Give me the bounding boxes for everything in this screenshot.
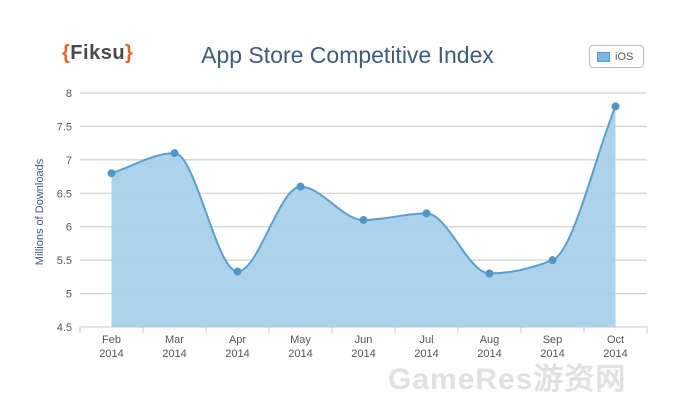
x-tick-label-year: 2014 — [162, 348, 186, 360]
y-tick-label: 4.5 — [57, 322, 72, 334]
y-axis-label: Millions of Downloads — [34, 158, 46, 265]
x-tick-label-year: 2014 — [603, 348, 627, 360]
x-tick-label-year: 2014 — [477, 348, 501, 360]
x-tick-label-month: Oct — [607, 334, 624, 346]
legend-swatch-ios — [597, 51, 610, 62]
x-tick-label-month: Apr — [229, 334, 246, 346]
logo-right-brace: } — [125, 42, 134, 64]
data-point-oct — [611, 102, 620, 111]
x-tick-label-month: Sep — [543, 334, 563, 346]
data-point-may — [296, 182, 305, 191]
data-point-mar — [170, 149, 179, 158]
y-tick-label: 7 — [66, 155, 72, 167]
x-tick-label-month: Jun — [355, 334, 373, 346]
legend-label-ios: iOS — [615, 50, 634, 63]
x-tick-label-year: 2014 — [288, 348, 312, 360]
watermark: GameRes游资网 — [388, 363, 627, 396]
data-point-jun — [359, 216, 368, 225]
chart-title: App Store Competitive Index — [201, 42, 494, 68]
x-tick-label-year: 2014 — [99, 348, 123, 360]
data-point-apr — [233, 267, 242, 276]
legend[interactable]: iOS — [589, 45, 644, 68]
x-tick-label-year: 2014 — [351, 348, 375, 360]
y-tick-label: 6.5 — [57, 188, 72, 200]
data-point-feb — [107, 169, 116, 178]
logo-text: Fiksu — [70, 42, 126, 64]
y-tick-label: 6 — [66, 222, 72, 234]
fiksu-logo: {Fiksu} — [62, 42, 133, 65]
y-tick-label: 7.5 — [57, 121, 72, 133]
x-tick-label-year: 2014 — [540, 348, 564, 360]
data-point-sep — [548, 256, 557, 265]
data-point-jul — [422, 209, 431, 218]
x-tick-label-month: May — [290, 334, 311, 346]
y-tick-label: 5 — [66, 289, 72, 301]
x-tick-label-year: 2014 — [414, 348, 438, 360]
x-tick-label-year: 2014 — [225, 348, 249, 360]
x-tick-label-month: Aug — [480, 334, 500, 346]
x-tick-label-month: Feb — [102, 334, 121, 346]
y-tick-label: 8 — [66, 88, 72, 100]
x-tick-label-month: Jul — [419, 334, 433, 346]
logo-left-brace: { — [62, 42, 71, 64]
y-tick-label: 5.5 — [57, 255, 72, 267]
data-point-aug — [485, 269, 494, 278]
x-tick-label-month: Mar — [165, 334, 184, 346]
